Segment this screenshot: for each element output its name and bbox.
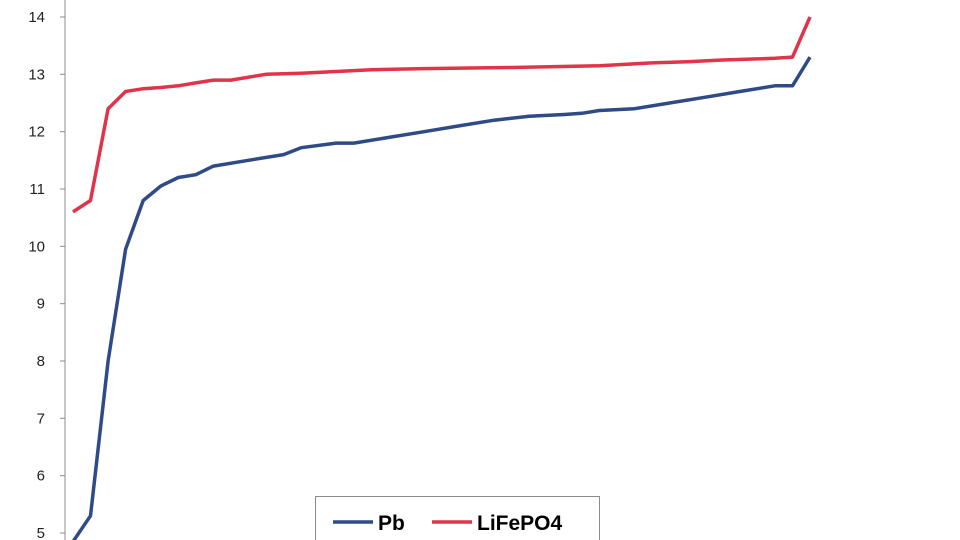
legend-box [315, 496, 600, 540]
series-lines [71, 16, 812, 540]
series-line-lifepo4 [72, 16, 812, 214]
y-tick-label: 13 [28, 66, 45, 83]
legend-label-pb: Pb [378, 512, 405, 535]
y-tick-label: 6 [37, 468, 45, 485]
series-line-pb [71, 56, 812, 540]
y-tick-label: 7 [37, 410, 45, 427]
y-tick-label: 5 [37, 525, 45, 540]
y-tick-label: 14 [28, 9, 45, 26]
legend-label-lifepo4: LiFePO4 [477, 512, 563, 535]
y-tick-label: 12 [28, 124, 45, 141]
y-tick-label: 10 [28, 238, 45, 255]
y-axis: 5 6 7 8 9 10 11 12 13 14 [28, 0, 66, 540]
y-tick-label: 9 [37, 296, 45, 313]
y-tick-label: 8 [37, 353, 45, 370]
y-tick-label: 11 [29, 181, 45, 198]
legend: Pb LiFePO4 [315, 496, 600, 540]
